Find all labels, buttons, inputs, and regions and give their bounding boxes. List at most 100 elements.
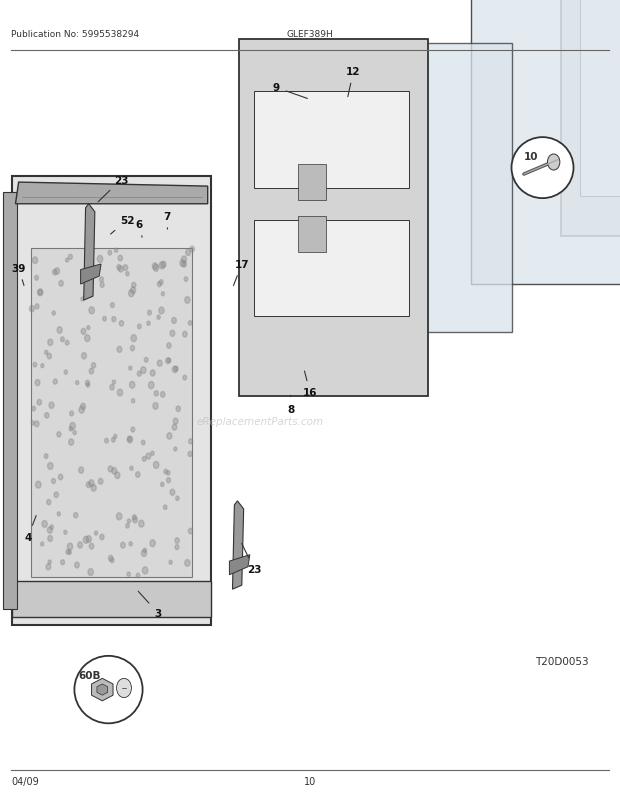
Polygon shape bbox=[471, 0, 620, 285]
Circle shape bbox=[57, 327, 62, 334]
Circle shape bbox=[41, 364, 44, 368]
Circle shape bbox=[117, 347, 122, 353]
Text: 10: 10 bbox=[524, 152, 539, 161]
Circle shape bbox=[170, 330, 175, 337]
Circle shape bbox=[105, 439, 108, 444]
Circle shape bbox=[48, 340, 53, 346]
Circle shape bbox=[150, 371, 155, 377]
Ellipse shape bbox=[74, 656, 143, 723]
Circle shape bbox=[87, 326, 90, 330]
Circle shape bbox=[108, 466, 113, 472]
Circle shape bbox=[161, 392, 165, 398]
Circle shape bbox=[100, 277, 104, 282]
Circle shape bbox=[81, 329, 86, 335]
Circle shape bbox=[50, 525, 53, 529]
Text: eReplacementParts.com: eReplacementParts.com bbox=[197, 416, 324, 426]
Circle shape bbox=[35, 380, 40, 387]
Circle shape bbox=[144, 358, 148, 363]
Circle shape bbox=[89, 369, 94, 375]
Circle shape bbox=[172, 424, 177, 431]
Circle shape bbox=[46, 564, 51, 570]
Text: GLEF389H: GLEF389H bbox=[286, 30, 334, 38]
Circle shape bbox=[167, 478, 170, 484]
Circle shape bbox=[143, 457, 146, 462]
Circle shape bbox=[169, 561, 172, 565]
Circle shape bbox=[166, 358, 170, 364]
Circle shape bbox=[58, 475, 63, 480]
Polygon shape bbox=[375, 44, 511, 333]
Circle shape bbox=[113, 435, 117, 439]
Circle shape bbox=[110, 303, 115, 308]
Circle shape bbox=[64, 371, 68, 375]
Circle shape bbox=[108, 556, 113, 561]
Circle shape bbox=[48, 536, 53, 542]
Circle shape bbox=[69, 427, 73, 431]
Text: Publication No: 5995538294: Publication No: 5995538294 bbox=[11, 30, 140, 38]
Polygon shape bbox=[298, 164, 326, 200]
Circle shape bbox=[167, 358, 171, 363]
Circle shape bbox=[172, 318, 176, 324]
Circle shape bbox=[175, 545, 179, 550]
Text: 10: 10 bbox=[304, 776, 316, 786]
Circle shape bbox=[153, 265, 159, 272]
Polygon shape bbox=[16, 183, 208, 205]
Circle shape bbox=[132, 515, 136, 520]
Text: 9: 9 bbox=[272, 83, 308, 99]
Circle shape bbox=[74, 512, 78, 518]
Polygon shape bbox=[12, 581, 211, 618]
Circle shape bbox=[76, 381, 79, 385]
Circle shape bbox=[128, 290, 134, 298]
Circle shape bbox=[131, 399, 135, 403]
Circle shape bbox=[47, 354, 51, 359]
Circle shape bbox=[161, 262, 166, 269]
Circle shape bbox=[68, 255, 73, 260]
Circle shape bbox=[185, 560, 190, 567]
Circle shape bbox=[89, 261, 94, 268]
Circle shape bbox=[130, 382, 135, 389]
Circle shape bbox=[53, 379, 57, 385]
Circle shape bbox=[65, 341, 69, 346]
Circle shape bbox=[86, 383, 90, 387]
Circle shape bbox=[143, 567, 148, 574]
Circle shape bbox=[89, 307, 94, 314]
Circle shape bbox=[55, 269, 60, 275]
Polygon shape bbox=[92, 678, 113, 701]
Circle shape bbox=[131, 427, 135, 432]
Circle shape bbox=[119, 321, 123, 326]
Circle shape bbox=[64, 531, 67, 535]
Circle shape bbox=[52, 311, 55, 316]
Circle shape bbox=[92, 363, 95, 369]
Circle shape bbox=[31, 421, 35, 425]
Circle shape bbox=[117, 265, 121, 270]
Circle shape bbox=[61, 338, 64, 342]
Circle shape bbox=[45, 350, 48, 355]
Circle shape bbox=[126, 272, 129, 277]
Circle shape bbox=[48, 463, 53, 470]
Circle shape bbox=[172, 367, 177, 373]
Circle shape bbox=[115, 249, 118, 253]
Text: 39: 39 bbox=[11, 264, 26, 286]
Circle shape bbox=[149, 382, 154, 389]
Circle shape bbox=[133, 517, 138, 523]
Circle shape bbox=[157, 361, 162, 367]
Polygon shape bbox=[3, 192, 17, 610]
Text: 8: 8 bbox=[288, 395, 295, 414]
Circle shape bbox=[46, 500, 51, 505]
Circle shape bbox=[115, 472, 120, 479]
Circle shape bbox=[30, 306, 34, 313]
Circle shape bbox=[176, 407, 180, 412]
Circle shape bbox=[86, 536, 91, 543]
Circle shape bbox=[117, 390, 123, 396]
Circle shape bbox=[57, 432, 61, 437]
Circle shape bbox=[154, 391, 158, 396]
Circle shape bbox=[69, 411, 74, 416]
Circle shape bbox=[157, 282, 161, 287]
Polygon shape bbox=[31, 249, 192, 577]
Circle shape bbox=[167, 433, 172, 439]
Circle shape bbox=[92, 267, 95, 272]
Circle shape bbox=[35, 305, 39, 310]
Circle shape bbox=[112, 381, 115, 385]
Polygon shape bbox=[12, 176, 211, 626]
Circle shape bbox=[100, 283, 104, 288]
Circle shape bbox=[148, 311, 151, 316]
